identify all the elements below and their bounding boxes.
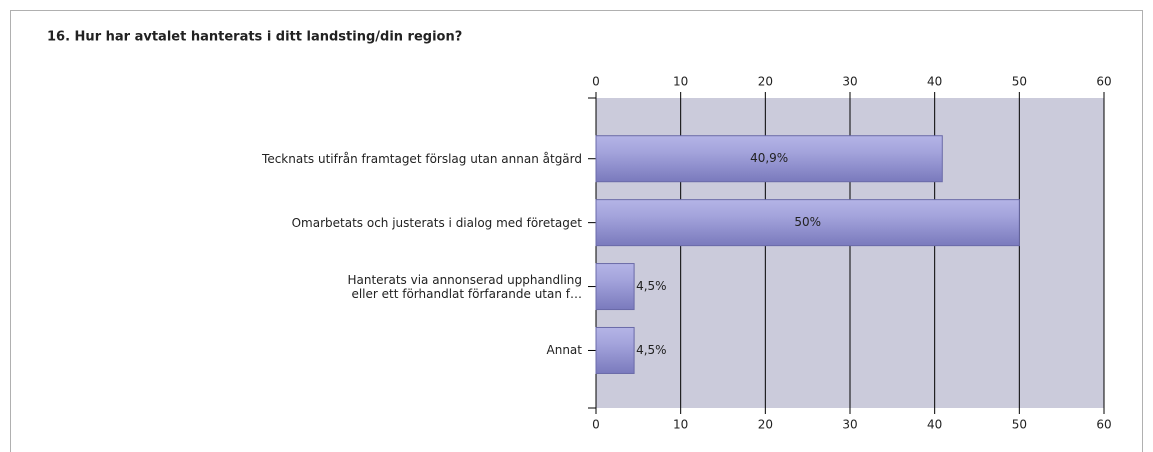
- panel: [10, 10, 1143, 452]
- x-tick-label: 10: [673, 75, 688, 89]
- x-tick-label: 60: [1096, 75, 1111, 89]
- bar: [595, 326, 635, 374]
- category-label: Tecknats utifrån framtaget förslag utan …: [262, 151, 582, 166]
- x-tick-label: 60: [1096, 418, 1111, 432]
- bar: [595, 263, 635, 311]
- value-label: 40,9%: [750, 151, 788, 165]
- x-tick-label: 40: [927, 75, 942, 89]
- x-tick-label: 0: [592, 75, 600, 89]
- bar: [595, 135, 943, 183]
- value-label: 50%: [794, 215, 821, 229]
- category-label: Annat: [546, 343, 582, 358]
- x-tick-label: 10: [673, 418, 688, 432]
- x-tick-label: 30: [842, 75, 857, 89]
- bar: [595, 199, 1020, 247]
- x-tick-label: 40: [927, 418, 942, 432]
- x-tick-label: 0: [592, 418, 600, 432]
- x-tick-label: 50: [1012, 418, 1027, 432]
- value-label: 4,5%: [636, 279, 667, 293]
- value-label: 4,5%: [636, 343, 667, 357]
- chart-title: 16. Hur har avtalet hanterats i ditt lan…: [47, 30, 462, 45]
- x-tick-label: 20: [758, 418, 773, 432]
- x-tick-label: 50: [1012, 75, 1027, 89]
- category-label: Hanterats via annonserad upphandling ell…: [347, 272, 582, 301]
- category-label: Omarbetats och justerats i dialog med fö…: [291, 215, 582, 230]
- x-tick-label: 30: [842, 418, 857, 432]
- x-tick-label: 20: [758, 75, 773, 89]
